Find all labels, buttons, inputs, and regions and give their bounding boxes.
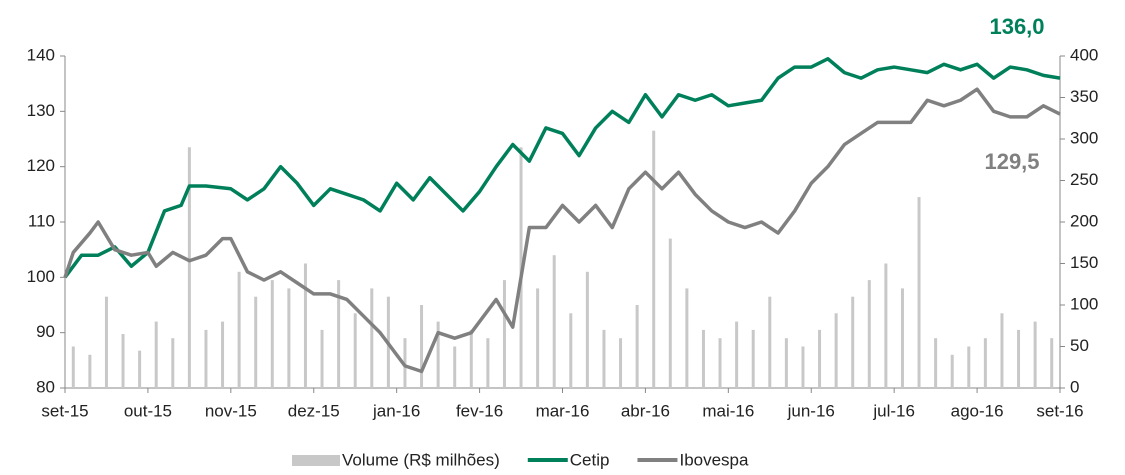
y-tick-label: 130: [27, 101, 55, 120]
y-tick-label: 80: [36, 377, 55, 396]
annotation: 129,5: [984, 149, 1039, 174]
volume-bar: [867, 280, 871, 388]
x-tick-label: fev-16: [456, 401, 503, 420]
volume-bar: [585, 271, 589, 388]
x-tick-label: jan-16: [372, 401, 420, 420]
volume-bar: [718, 338, 722, 388]
x-tick-label: set-16: [1036, 401, 1083, 420]
x-tick-label: abr-16: [621, 401, 670, 420]
x-tick-label: nov-15: [205, 401, 257, 420]
y-tick-label: 90: [36, 322, 55, 341]
legend-swatch: [292, 455, 340, 466]
y2-tick-label: 400: [1070, 45, 1098, 64]
volume-bar: [1050, 338, 1054, 388]
x-tick-label: dez-15: [288, 401, 340, 420]
x-tick-label: jun-16: [787, 401, 835, 420]
y2-tick-label: 100: [1070, 294, 1098, 313]
x-tick-label: jul-16: [872, 401, 915, 420]
volume-bar: [502, 280, 506, 388]
y2-tick-label: 200: [1070, 211, 1098, 230]
volume-bar: [171, 338, 175, 388]
annotation: 136,0: [989, 14, 1044, 39]
volume-bar: [934, 338, 938, 388]
volume-bar: [453, 346, 457, 388]
volume-bar: [768, 296, 772, 388]
volume-bar: [536, 288, 540, 388]
volume-bar: [221, 321, 225, 388]
volume-bar: [254, 296, 258, 388]
volume-bar: [469, 329, 473, 388]
x-tick-label: ago-16: [951, 401, 1004, 420]
volume-bar: [917, 197, 921, 388]
volume-bar: [751, 329, 755, 388]
volume-bar: [88, 354, 92, 388]
volume-bar: [154, 321, 158, 388]
x-tick-label: out-15: [124, 401, 172, 420]
volume-bar: [619, 338, 623, 388]
volume-bar: [735, 321, 739, 388]
volume-bar: [370, 288, 374, 388]
volume-bar: [950, 354, 954, 388]
volume-bar: [287, 288, 291, 388]
volume-bar: [187, 147, 191, 388]
legend-label: Cetip: [570, 450, 610, 469]
y2-tick-label: 250: [1070, 170, 1098, 189]
volume-bar: [1033, 321, 1037, 388]
volume-bar: [71, 346, 75, 388]
volume-bar: [685, 288, 689, 388]
volume-bar: [635, 305, 639, 388]
volume-bar: [1017, 329, 1021, 388]
volume-bar: [353, 313, 357, 388]
legend-label: Volume (R$ milhões): [342, 450, 500, 469]
volume-bar: [104, 296, 108, 388]
volume-bar: [552, 255, 556, 388]
volume-bar: [138, 350, 142, 388]
x-tick-label: mar-16: [536, 401, 590, 420]
volume-bar: [602, 329, 606, 388]
y2-tick-label: 300: [1070, 128, 1098, 147]
volume-bar: [818, 329, 822, 388]
y-tick-label: 100: [27, 267, 55, 286]
volume-bar: [420, 305, 424, 388]
volume-bar: [270, 280, 274, 388]
y2-tick-label: 350: [1070, 87, 1098, 106]
x-tick-label: set-15: [41, 401, 88, 420]
volume-bar: [652, 130, 656, 388]
series-line: [63, 57, 1061, 279]
volume-bar: [784, 338, 788, 388]
volume-bar: [1000, 313, 1004, 388]
y-tick-label: 110: [28, 211, 55, 230]
volume-bar: [900, 288, 904, 388]
volume-bar: [204, 329, 208, 388]
volume-bar: [237, 271, 241, 388]
y-tick-label: 120: [27, 156, 55, 175]
volume-bar: [337, 280, 341, 388]
volume-bar: [967, 346, 971, 388]
volume-bar: [320, 329, 324, 388]
volume-bar: [436, 321, 440, 388]
y2-tick-label: 150: [1070, 253, 1098, 272]
volume-bar: [701, 329, 705, 388]
x-tick-label: mai-16: [702, 401, 754, 420]
y2-tick-label: 50: [1070, 336, 1089, 355]
volume-bar: [851, 296, 855, 388]
volume-bar: [884, 263, 888, 388]
volume-bar: [303, 263, 307, 388]
volume-bar: [834, 313, 838, 388]
legend-label: Ibovespa: [679, 450, 749, 469]
volume-bar: [486, 338, 490, 388]
volume-bar: [983, 338, 987, 388]
series-line: [63, 87, 1061, 374]
y2-tick-label: 0: [1070, 377, 1079, 396]
y-tick-label: 140: [27, 45, 55, 64]
volume-bar: [121, 334, 125, 388]
volume-bar: [801, 346, 805, 388]
volume-bar: [569, 313, 573, 388]
volume-bar: [668, 238, 672, 388]
